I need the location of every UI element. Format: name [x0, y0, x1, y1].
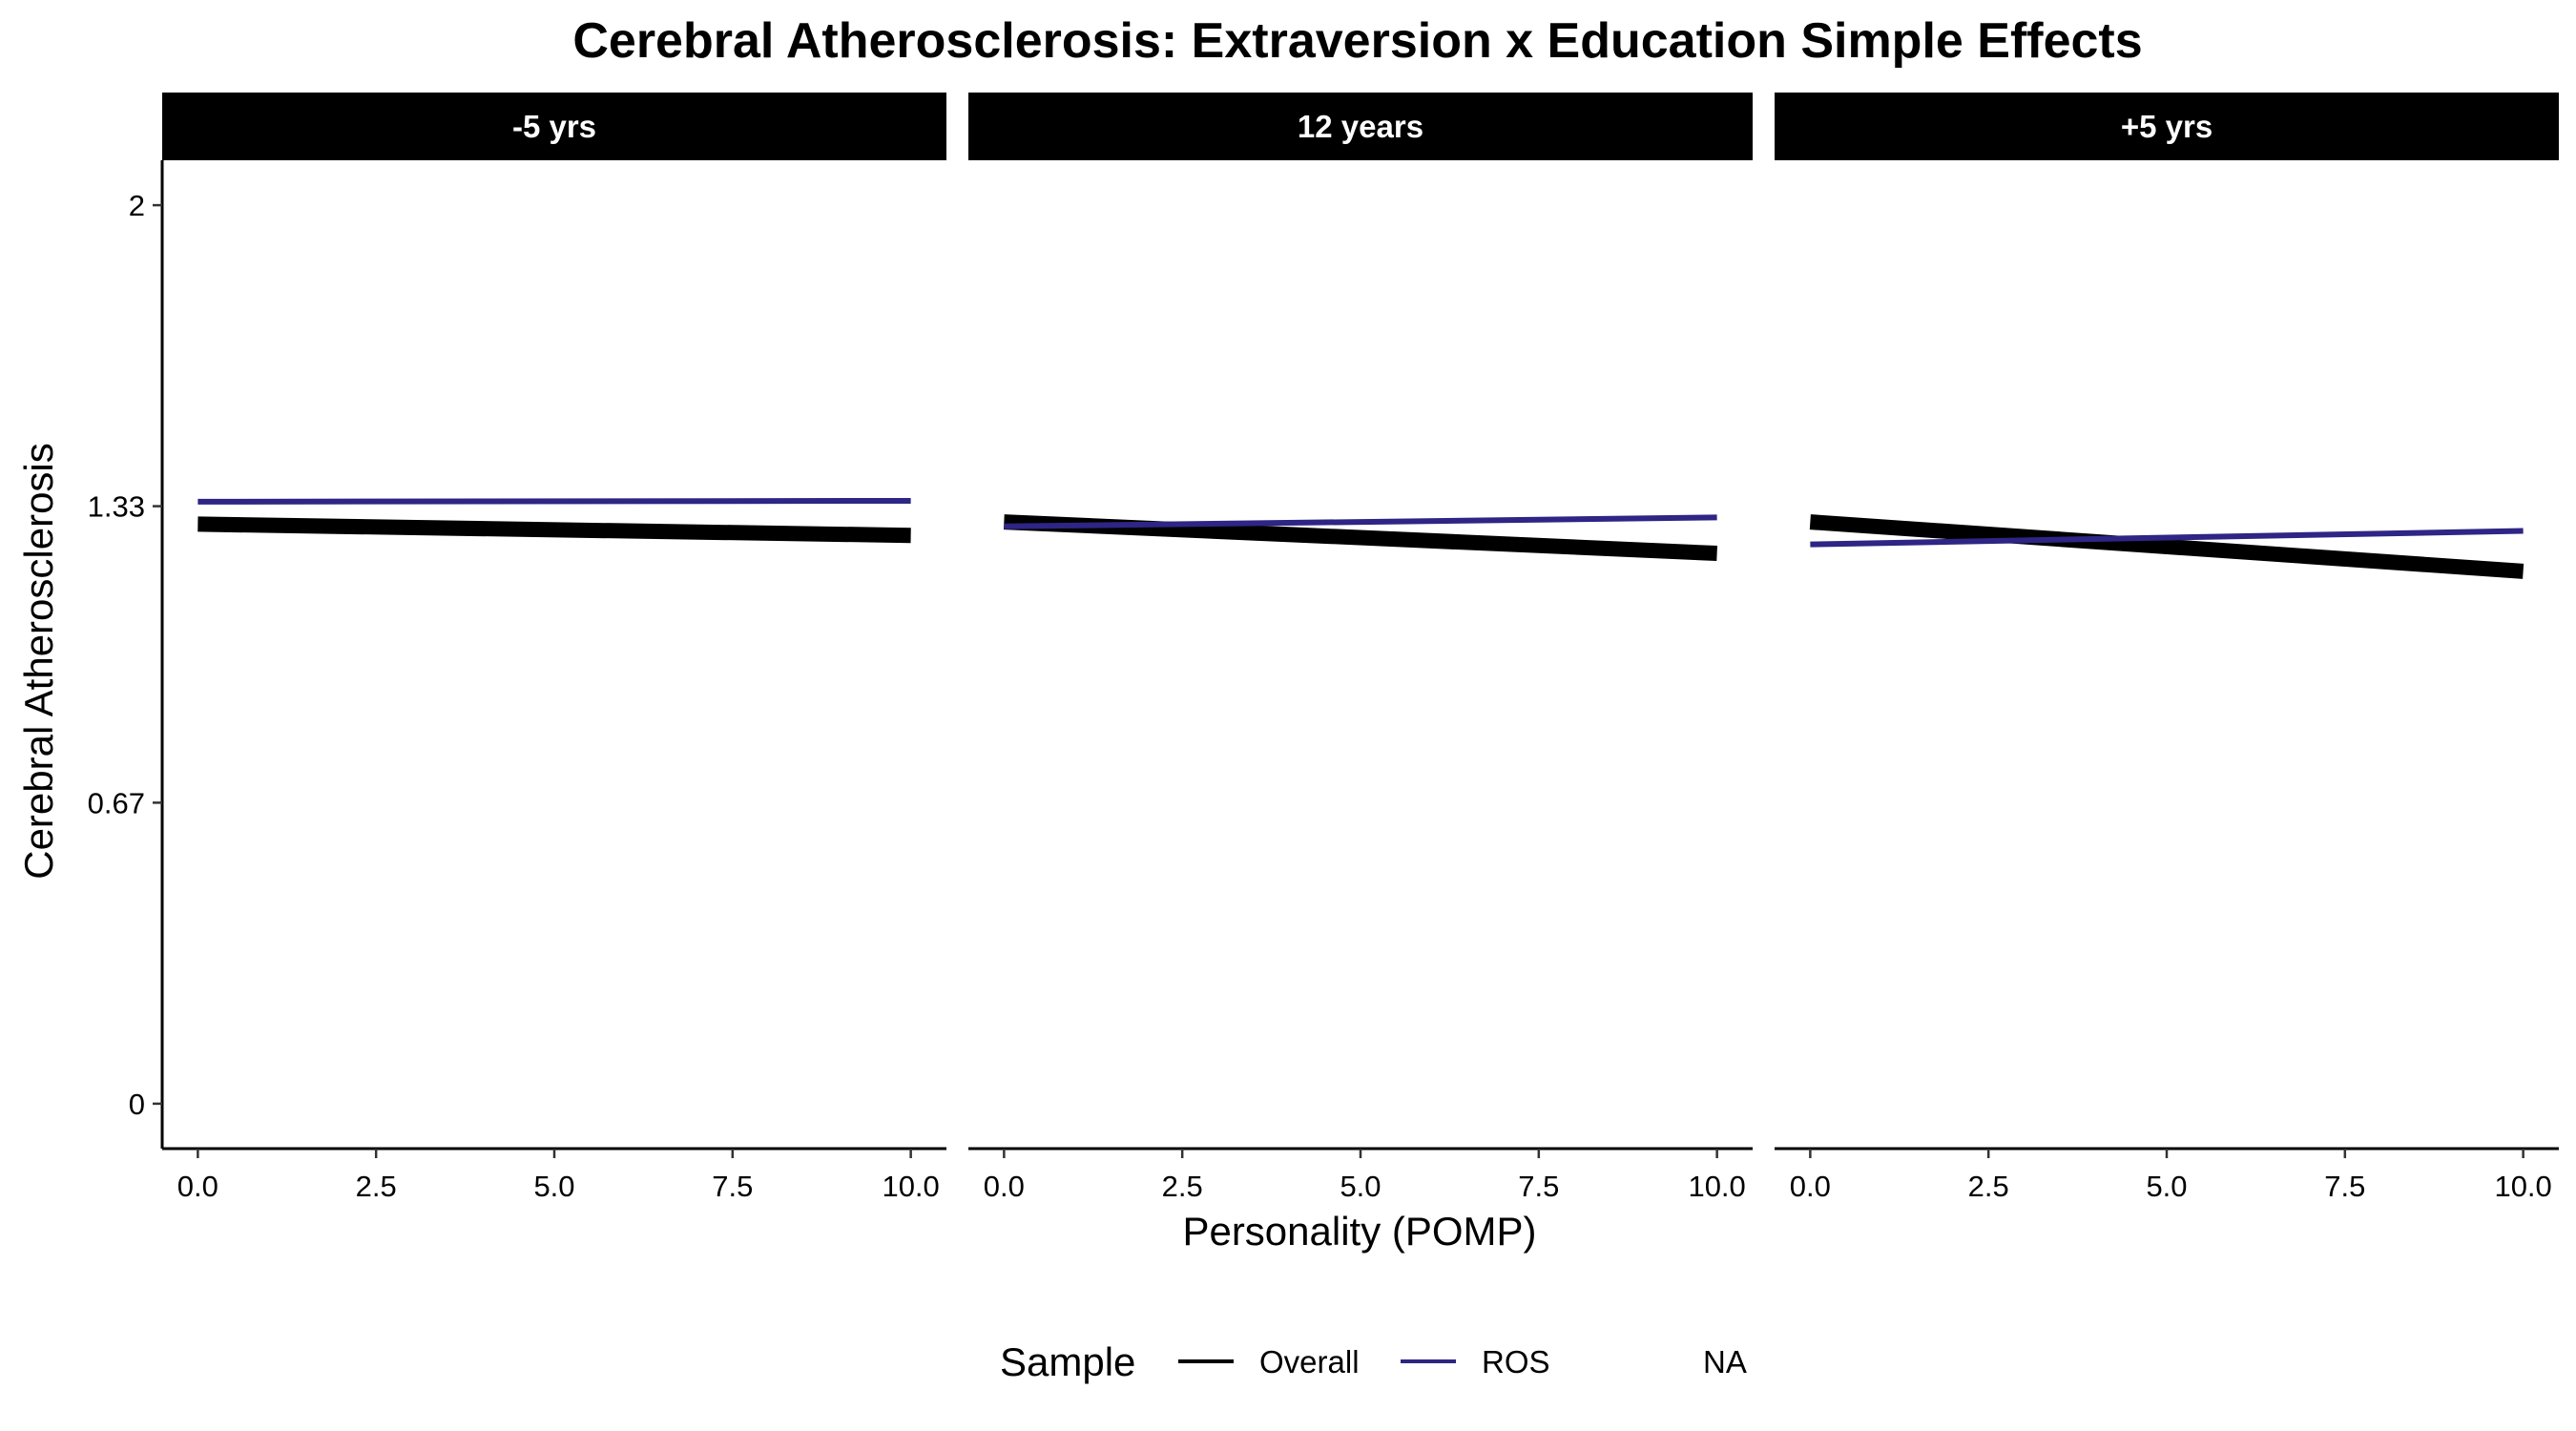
x-tick-label: 5.0	[533, 1170, 574, 1203]
facet-panel: 12 years 0.0 2.5 5.0 7.5 10.0	[968, 93, 1753, 1203]
x-axis-title: Personality (POMP)	[1182, 1209, 1536, 1254]
facet-strip	[1775, 93, 2559, 160]
chart-title: Cerebral Atherosclerosis: Extraversion x…	[572, 13, 2142, 69]
x-tick-label: 2.5	[1162, 1170, 1203, 1203]
facet-strip-label: 12 years	[1298, 109, 1423, 144]
legend-label: Overall	[1259, 1344, 1360, 1379]
legend-item: ROS	[1401, 1344, 1550, 1379]
y-tick-label: 1.33	[88, 490, 145, 524]
facet-strip-label: -5 yrs	[512, 109, 596, 144]
y-tick-label: 0.67	[88, 786, 145, 819]
x-tick-label: 7.5	[712, 1170, 753, 1203]
facet-strip	[968, 93, 1753, 160]
series-line-ros	[197, 497, 911, 505]
legend-item: NA	[1703, 1344, 1747, 1379]
series-line-ros	[1004, 514, 1717, 529]
series-line-ros	[1810, 528, 2524, 548]
x-tick-label: 5.0	[1340, 1170, 1381, 1203]
legend-label: ROS	[1482, 1344, 1550, 1379]
x-tick-label: 0.0	[1790, 1170, 1831, 1203]
x-tick-label: 10.0	[1688, 1170, 1745, 1203]
panels-layer: -5 yrs 0.0 2.5 5.0 7.5 10.0 0 0.67 1.33 2 12 years…	[88, 93, 2559, 1203]
legend-title: Sample	[1000, 1339, 1135, 1384]
x-tick-label: 7.5	[1518, 1170, 1559, 1203]
y-tick-label: 0	[129, 1088, 145, 1121]
x-tick-label: 2.5	[356, 1170, 397, 1203]
legend-item: Overall	[1178, 1344, 1360, 1379]
facet-panel: -5 yrs 0.0 2.5 5.0 7.5 10.0 0 0.67 1.33 2	[88, 93, 946, 1203]
legend: Sample Overall ROS NA	[1000, 1339, 1747, 1384]
x-tick-label: 0.0	[984, 1170, 1025, 1203]
x-tick-label: 5.0	[2146, 1170, 2187, 1203]
x-tick-label: 0.0	[177, 1170, 218, 1203]
series-line-overall	[197, 516, 911, 544]
facet-strip-label: +5 yrs	[2121, 109, 2212, 144]
series-line-overall	[1809, 514, 2524, 579]
x-tick-label: 10.0	[2494, 1170, 2551, 1203]
legend-label: NA	[1703, 1344, 1747, 1379]
facet-strip	[162, 93, 946, 160]
facet-panel: +5 yrs 0.0 2.5 5.0 7.5 10.0	[1775, 93, 2559, 1203]
y-axis-title: Cerebral Atherosclerosis	[16, 443, 61, 880]
x-tick-label: 7.5	[2324, 1170, 2365, 1203]
y-tick-label: 2	[129, 189, 145, 222]
x-tick-label: 2.5	[1968, 1170, 2009, 1203]
x-tick-label: 10.0	[882, 1170, 939, 1203]
